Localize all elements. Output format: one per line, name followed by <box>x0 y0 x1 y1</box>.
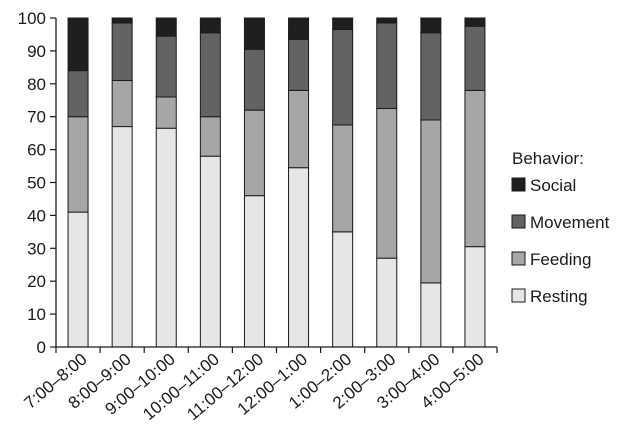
legend-label-social: Social <box>530 176 576 195</box>
bar-segment-social-1 <box>67 17 89 72</box>
bar-segment-social-8 <box>376 17 398 24</box>
bar-segment-feeding-8 <box>376 107 398 259</box>
y-tick-label-80: 80 <box>27 75 46 94</box>
bar-segment-feeding-9 <box>420 119 442 284</box>
bar-segment-social-4 <box>199 17 221 34</box>
y-tick-label-90: 90 <box>27 42 46 61</box>
bar-segment-movement-5 <box>243 48 265 111</box>
bar-segment-movement-8 <box>376 22 398 109</box>
y-tick-label-50: 50 <box>27 174 46 193</box>
y-tick-label-100: 100 <box>18 9 46 28</box>
legend-swatch-feeding <box>511 251 526 266</box>
legend-label-resting: Resting <box>530 287 588 306</box>
bar-segment-movement-9 <box>420 32 442 121</box>
legend-label-feeding: Feeding <box>530 250 591 269</box>
bar-segment-resting-9 <box>420 282 442 348</box>
bar-segment-feeding-7 <box>332 124 354 233</box>
legend-title: Behavior: <box>512 149 584 168</box>
y-tick-label-30: 30 <box>27 239 46 258</box>
bar-segment-feeding-1 <box>67 116 89 213</box>
bar-segment-movement-1 <box>67 70 89 118</box>
bar-segment-movement-4 <box>199 32 221 118</box>
bar-segment-movement-3 <box>155 35 177 98</box>
bar-segment-feeding-10 <box>464 89 486 248</box>
bar-segment-resting-4 <box>199 155 221 348</box>
y-tick-label-40: 40 <box>27 206 46 225</box>
bar-segment-feeding-5 <box>243 109 265 197</box>
bar-segment-resting-3 <box>155 127 177 348</box>
legend-swatch-social <box>511 177 526 192</box>
bar-segment-resting-10 <box>464 246 486 348</box>
bar-segment-resting-6 <box>288 167 310 348</box>
y-tick-label-70: 70 <box>27 108 46 127</box>
bar-segment-resting-7 <box>332 231 354 348</box>
bar-segment-feeding-4 <box>199 116 221 157</box>
bar-segment-social-2 <box>111 17 133 24</box>
y-tick-label-20: 20 <box>27 272 46 291</box>
legend-label-movement: Movement <box>530 213 610 232</box>
bar-segment-feeding-2 <box>111 80 133 128</box>
legend: Behavior: Social Movement Feeding Resting <box>511 149 610 306</box>
bar-segment-social-3 <box>155 17 177 37</box>
y-tick-label-10: 10 <box>27 305 46 324</box>
bar-segment-movement-10 <box>464 25 486 91</box>
bar-segment-resting-1 <box>67 211 89 348</box>
y-tick-label-0: 0 <box>37 338 46 357</box>
bar-segment-feeding-3 <box>155 96 177 129</box>
bar-segment-resting-2 <box>111 126 133 348</box>
bar-segment-resting-5 <box>243 195 265 348</box>
bar-segment-resting-8 <box>376 257 398 348</box>
bar-segment-social-9 <box>420 17 442 34</box>
bar-segment-social-6 <box>288 17 310 40</box>
bar-segment-movement-6 <box>288 38 310 91</box>
bar-segment-social-7 <box>332 17 354 31</box>
bars-group <box>67 17 486 348</box>
y-tick-label-60: 60 <box>27 141 46 160</box>
bar-segment-movement-7 <box>332 29 354 126</box>
bar-segment-feeding-6 <box>288 89 310 169</box>
legend-swatch-movement <box>511 214 526 229</box>
bar-segment-social-5 <box>243 17 265 50</box>
legend-swatch-resting <box>511 288 526 303</box>
bar-segment-social-10 <box>464 17 486 27</box>
bar-segment-movement-2 <box>111 22 133 82</box>
